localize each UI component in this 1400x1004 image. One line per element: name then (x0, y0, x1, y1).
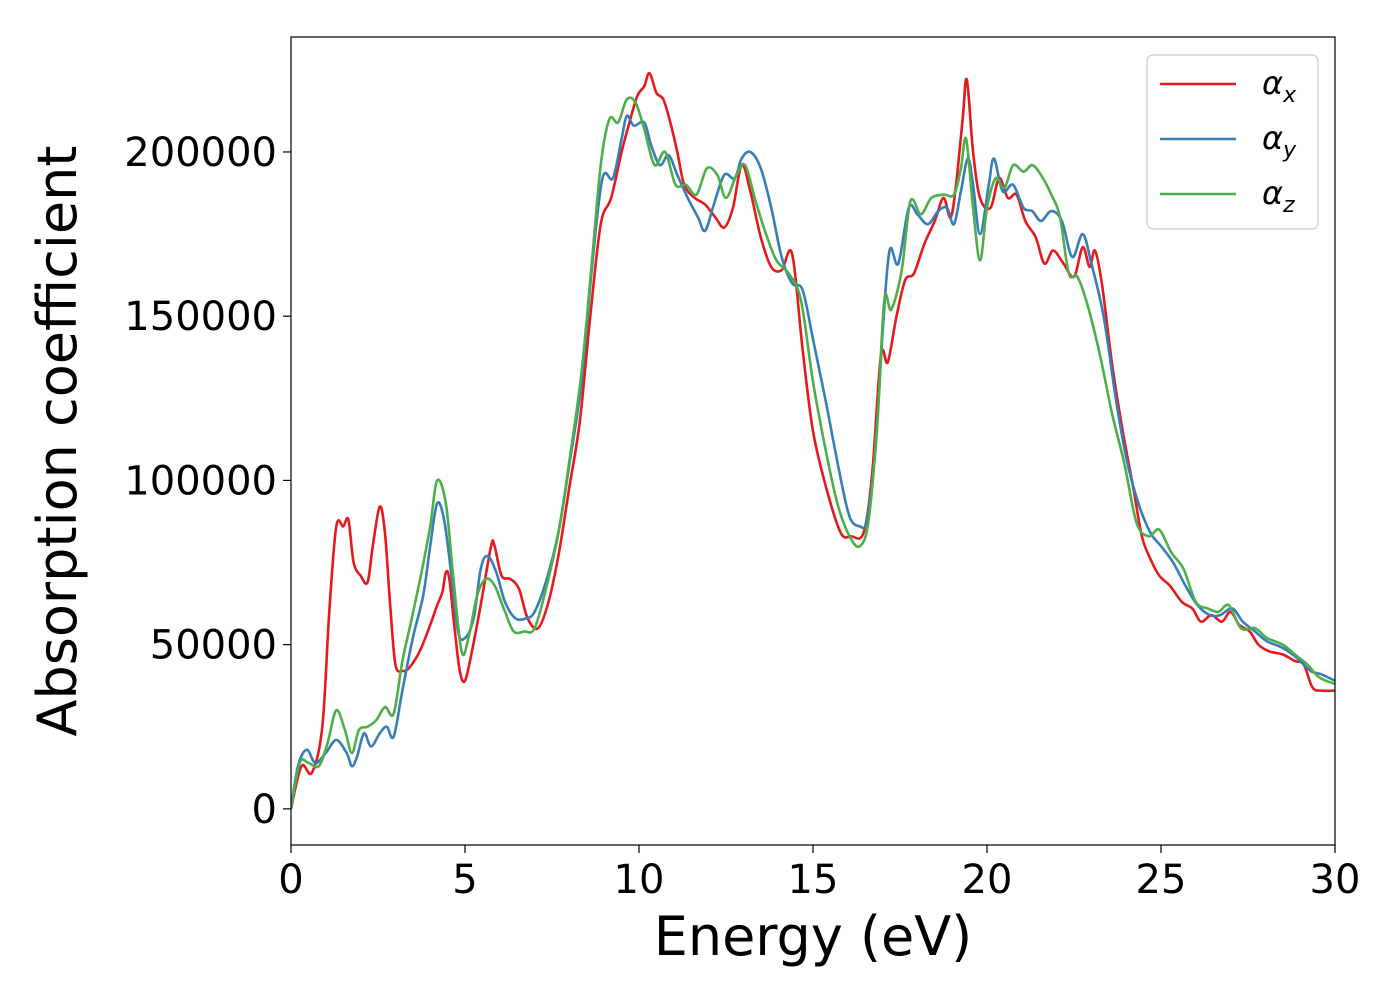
x-tick-label: 25 (1136, 857, 1187, 903)
legend-label-z: αz (1262, 174, 1295, 218)
x-tick-label: 0 (278, 857, 303, 903)
legend: αx αy αz (1146, 54, 1319, 230)
legend-item-x: αx (1160, 64, 1297, 108)
legend-label-x: αx (1262, 64, 1297, 108)
y-tick-label: 200000 (124, 130, 277, 176)
series-line-z (291, 96, 1335, 810)
x-tick-label: 15 (788, 857, 839, 903)
series-line-y (291, 114, 1335, 810)
series-layer (291, 71, 1335, 810)
legend-items: αx αy αz (1160, 64, 1297, 218)
x-tick-label: 30 (1310, 857, 1361, 903)
series-line-x (291, 71, 1335, 810)
y-tick-label: 50000 (150, 623, 277, 669)
x-tick-label: 5 (452, 857, 477, 903)
x-tick-label: 20 (962, 857, 1013, 903)
y-tick-label: 150000 (124, 294, 277, 340)
y-tick-label: 0 (252, 787, 277, 833)
y-tick-label: 100000 (124, 458, 277, 504)
y-axis-label: Absorption coefficient (26, 146, 89, 737)
legend-box (1146, 54, 1319, 230)
x-axis-label: Energy (eV) (654, 905, 973, 968)
legend-label-y: αy (1262, 119, 1297, 163)
tick-layer: 0 5 10 15 20 25 30 0 50000 100000 150000 200000 (124, 130, 1360, 903)
legend-item-z: αz (1160, 174, 1295, 218)
x-tick-label: 10 (614, 857, 665, 903)
legend-item-y: αy (1160, 119, 1297, 163)
